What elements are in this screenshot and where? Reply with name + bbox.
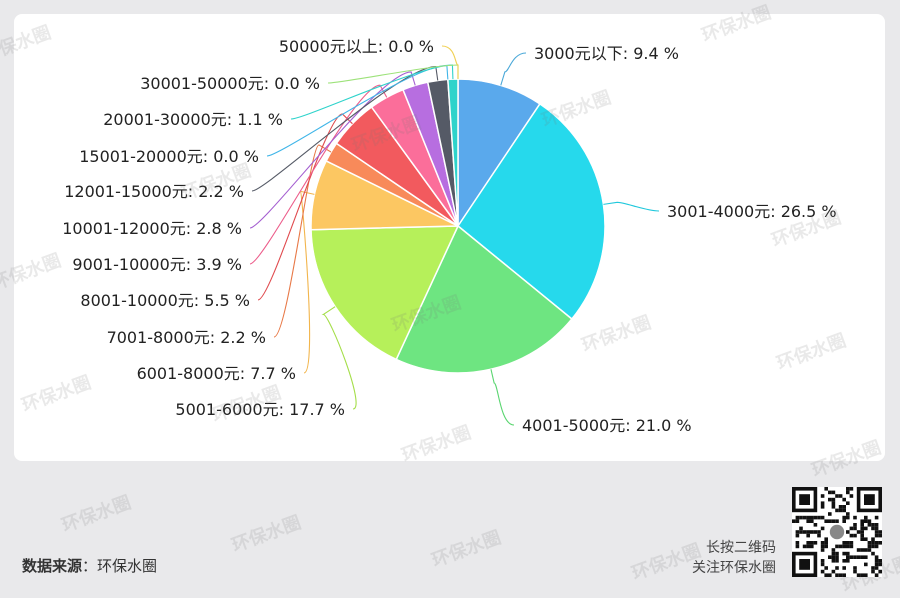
label-connector <box>321 306 357 410</box>
label-connector <box>300 190 315 374</box>
slice-label: 7001-8000元: 2.2 % <box>107 328 266 347</box>
slice-label: 50000元以上: 0.0 % <box>279 37 434 56</box>
qr-caption: 长按二维码 关注环保水圈 <box>692 538 776 578</box>
label-connector <box>327 64 459 84</box>
slice-label: 12001-15000元: 2.2 % <box>64 182 244 201</box>
qr-code-icon[interactable] <box>792 487 882 577</box>
label-connector <box>490 369 515 426</box>
data-source-separator: ： <box>82 557 98 575</box>
label-connector <box>273 144 332 338</box>
data-source-value: 环保水圈 <box>97 557 158 575</box>
data-source-label: 数据来源 <box>22 557 83 575</box>
slice-label: 10001-12000元: 2.8 % <box>62 219 242 238</box>
label-connector <box>249 71 416 229</box>
slice-label: 15001-20000元: 0.0 % <box>79 147 259 166</box>
label-connector <box>441 45 459 79</box>
slice-label: 5001-6000元: 17.7 % <box>175 400 345 419</box>
slice-label: 9001-10000元: 3.9 % <box>72 255 242 274</box>
slice-label: 20001-30000元: 1.1 % <box>103 110 283 129</box>
slice-label: 30001-50000元: 0.0 % <box>140 74 320 93</box>
slice-label: 6001-8000元: 7.7 % <box>137 364 296 383</box>
slice-label: 3001-4000元: 26.5 % <box>667 202 837 221</box>
slice-label: 8001-10000元: 5.5 % <box>80 291 250 310</box>
qr-caption-line2: 关注环保水圈 <box>692 560 776 576</box>
slice-label: 4001-5000元: 21.0 % <box>522 416 692 435</box>
slice-label: 3000元以下: 9.4 % <box>534 44 679 63</box>
label-connector <box>500 52 527 86</box>
label-connector <box>603 201 660 212</box>
qr-caption-line1: 长按二维码 <box>706 540 776 556</box>
data-source: 数据来源：环保水圈 <box>22 555 157 576</box>
label-connector <box>249 84 388 265</box>
